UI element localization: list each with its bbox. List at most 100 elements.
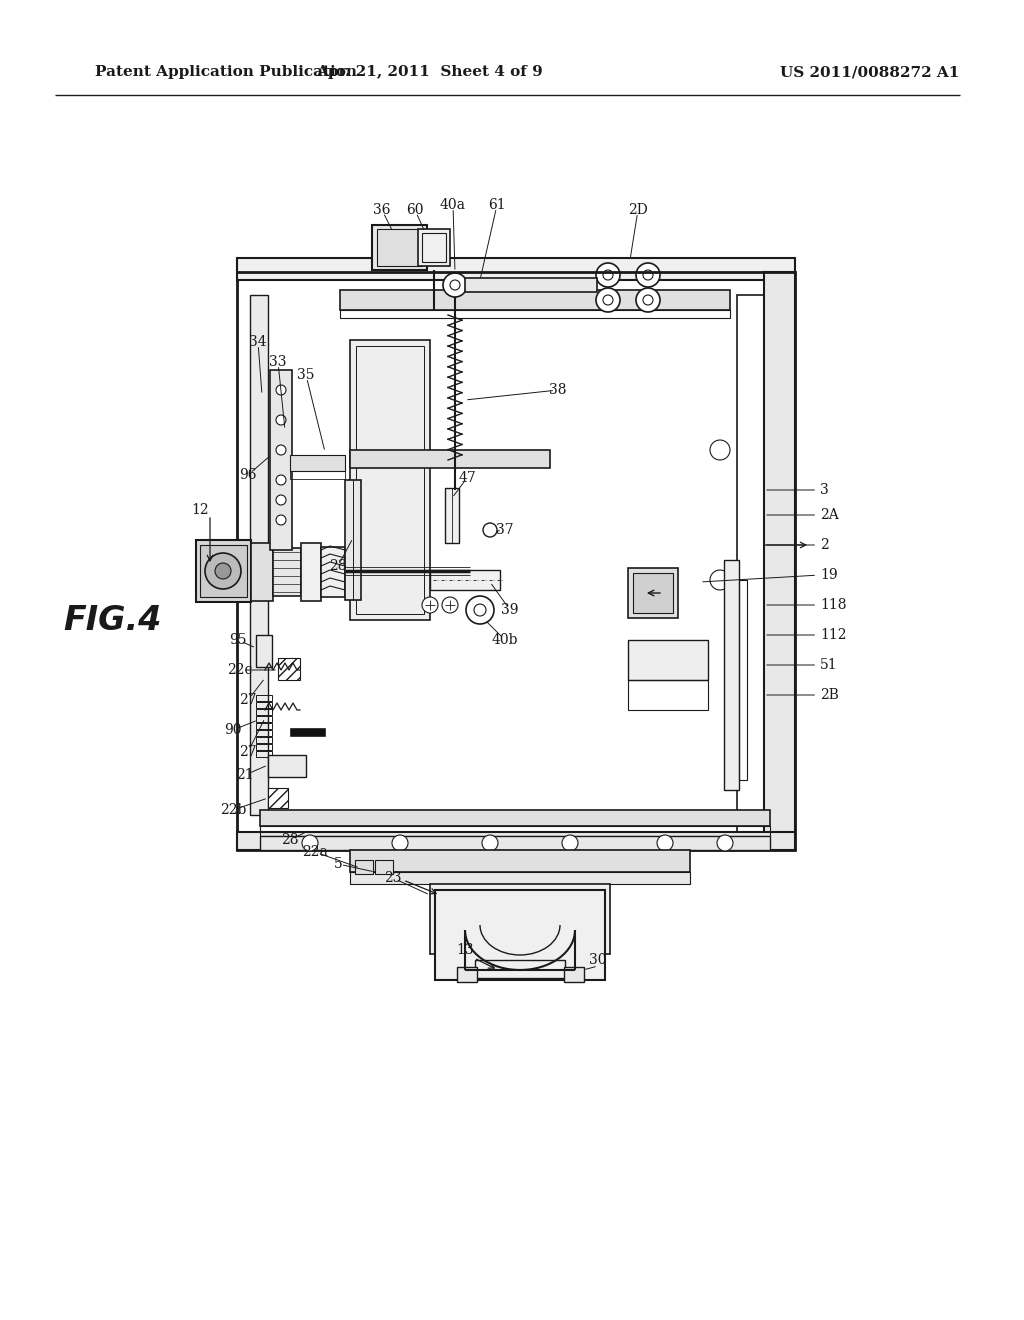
Text: 28: 28 [330, 558, 347, 573]
Bar [340, 310, 730, 318]
Circle shape [392, 836, 408, 851]
Bar [237, 257, 795, 280]
Circle shape [205, 553, 241, 589]
Text: FIG.4: FIG.4 [62, 603, 161, 636]
Bar [256, 696, 272, 701]
Text: 112: 112 [820, 628, 847, 642]
Text: 19: 19 [820, 568, 838, 582]
Bar [268, 755, 306, 777]
Bar [301, 543, 321, 601]
Bar [430, 570, 500, 590]
Bar [430, 884, 610, 954]
Bar [724, 560, 739, 789]
Bar [256, 723, 272, 729]
Circle shape [276, 475, 286, 484]
Bar [628, 640, 708, 680]
Bar [268, 788, 288, 808]
Circle shape [422, 597, 438, 612]
Bar [290, 455, 345, 471]
Bar [340, 290, 730, 310]
Bar [350, 873, 690, 884]
Bar [256, 635, 272, 667]
Bar [256, 702, 272, 708]
Bar [237, 832, 795, 850]
Circle shape [596, 288, 620, 312]
Bar [422, 234, 446, 261]
Bar [321, 546, 345, 597]
Text: 27: 27 [240, 744, 257, 759]
Circle shape [710, 570, 730, 590]
Bar [200, 545, 247, 597]
Bar [465, 279, 597, 292]
Text: 22a: 22a [302, 845, 328, 859]
Text: 39: 39 [502, 603, 519, 616]
Circle shape [302, 836, 318, 851]
Bar [350, 450, 550, 469]
Circle shape [276, 515, 286, 525]
Text: 118: 118 [820, 598, 847, 612]
Bar [256, 744, 272, 750]
Text: 28: 28 [282, 833, 299, 847]
Bar [260, 836, 770, 850]
Circle shape [636, 263, 660, 286]
Circle shape [636, 288, 660, 312]
Text: 3: 3 [820, 483, 828, 498]
Text: 5: 5 [334, 857, 342, 871]
Text: 90: 90 [224, 723, 242, 737]
Text: 13: 13 [456, 942, 474, 957]
Text: Patent Application Publication: Patent Application Publication [95, 65, 357, 79]
Bar [356, 346, 424, 614]
Bar [350, 850, 690, 873]
Bar [457, 968, 477, 982]
Bar [345, 480, 361, 601]
Bar [355, 861, 373, 874]
Bar [375, 861, 393, 874]
Text: 37: 37 [497, 523, 514, 537]
Text: 23: 23 [384, 871, 401, 884]
Bar [435, 890, 605, 979]
Bar [418, 228, 450, 267]
Text: 12: 12 [191, 503, 209, 517]
Circle shape [450, 280, 460, 290]
Text: 40b: 40b [492, 634, 518, 647]
Bar [628, 680, 708, 710]
Text: 47: 47 [458, 471, 476, 484]
Bar [290, 471, 345, 479]
Circle shape [596, 263, 620, 286]
Bar [251, 543, 273, 601]
Bar [739, 579, 746, 780]
Bar [256, 730, 272, 737]
Circle shape [466, 597, 494, 624]
Bar [256, 751, 272, 756]
Bar [196, 540, 251, 602]
Circle shape [443, 273, 467, 297]
Bar [445, 488, 459, 543]
Bar [377, 228, 422, 267]
Text: 38: 38 [549, 383, 566, 397]
Text: 34: 34 [249, 335, 267, 348]
Circle shape [276, 414, 286, 425]
Bar [350, 341, 430, 620]
Bar [250, 294, 268, 814]
Bar [278, 657, 300, 680]
Circle shape [482, 836, 498, 851]
Text: 96: 96 [240, 469, 257, 482]
Bar [564, 968, 584, 982]
Bar [256, 709, 272, 715]
Circle shape [276, 445, 286, 455]
Text: 30: 30 [589, 953, 607, 968]
Text: 40a: 40a [440, 198, 466, 213]
Bar [737, 294, 764, 836]
Text: 27: 27 [240, 693, 257, 708]
Text: 2A: 2A [820, 508, 839, 521]
Bar [270, 370, 292, 550]
Text: 60: 60 [407, 203, 424, 216]
Bar [273, 548, 301, 597]
Bar [260, 810, 770, 826]
Bar [260, 826, 770, 836]
Circle shape [474, 605, 486, 616]
Text: 36: 36 [374, 203, 391, 216]
Text: 2: 2 [820, 539, 828, 552]
Bar [237, 272, 795, 850]
Circle shape [562, 836, 578, 851]
